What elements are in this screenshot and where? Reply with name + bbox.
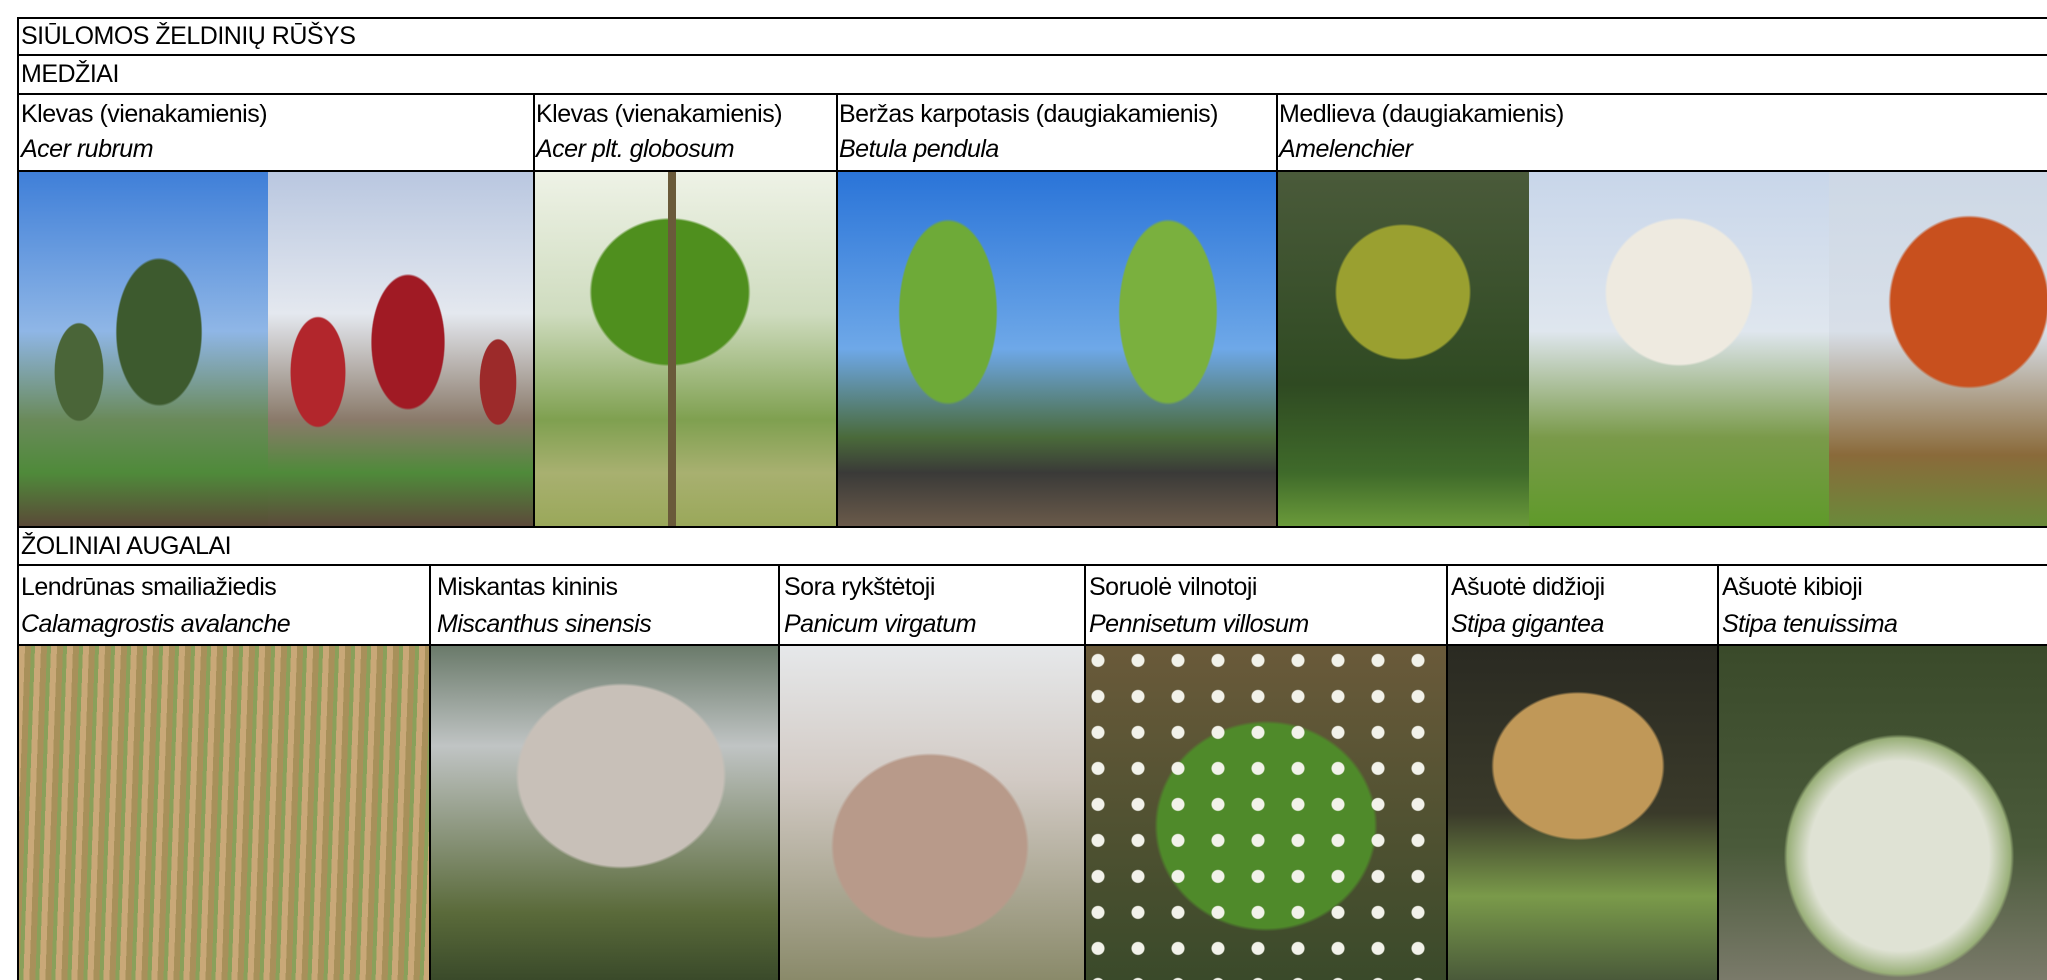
photo bbox=[535, 172, 836, 526]
rule bbox=[18, 54, 2047, 56]
rule bbox=[18, 170, 2047, 172]
section-title: ŽOLINIAI AUGALAI bbox=[21, 532, 232, 560]
photo bbox=[1448, 646, 1717, 980]
photo bbox=[1278, 172, 1529, 526]
rule bbox=[18, 526, 2047, 528]
latin-name: Pennisetum villosum bbox=[1089, 610, 1309, 638]
latin-name: Calamagrostis avalanche bbox=[21, 610, 291, 638]
rule bbox=[778, 564, 780, 980]
latin-name: Stipa tenuissima bbox=[1722, 610, 1898, 638]
photo bbox=[1529, 172, 1829, 526]
photo bbox=[19, 646, 429, 980]
rule bbox=[533, 93, 535, 527]
common-name: Miskantas kininis bbox=[437, 573, 618, 601]
photo bbox=[268, 172, 533, 526]
common-name: Ašuotė didžioji bbox=[1451, 573, 1605, 601]
common-name: Klevas (vienakamienis) bbox=[21, 100, 268, 128]
photo bbox=[19, 172, 268, 526]
rule bbox=[429, 564, 431, 980]
rule bbox=[18, 93, 2047, 95]
rule bbox=[18, 564, 2047, 566]
rule bbox=[18, 17, 2047, 19]
photo bbox=[780, 646, 1084, 980]
common-name: Soruolė vilnotoji bbox=[1089, 573, 1258, 601]
latin-name: Acer plt. globosum bbox=[536, 135, 735, 163]
latin-name: Acer rubrum bbox=[21, 135, 154, 163]
page-title: SIŪLOMOS ŽELDINIŲ RŪŠYS bbox=[21, 22, 356, 50]
rule bbox=[1084, 564, 1086, 980]
common-name: Sora rykštėtoji bbox=[784, 573, 935, 601]
section-title: MEDŽIAI bbox=[21, 60, 119, 88]
common-name: Ašuotė kibioji bbox=[1722, 573, 1863, 601]
latin-name: Miscanthus sinensis bbox=[437, 610, 652, 638]
rule bbox=[1446, 564, 1448, 980]
common-name: Klevas (vienakamienis) bbox=[536, 100, 783, 128]
photo bbox=[1086, 646, 1446, 980]
common-name: Lendrūnas smailiažiedis bbox=[21, 573, 277, 601]
common-name: Medlieva (daugiakamienis) bbox=[1279, 100, 1564, 128]
photo bbox=[838, 172, 1276, 526]
rule bbox=[836, 93, 838, 527]
latin-name: Amelenchier bbox=[1279, 135, 1413, 163]
photo bbox=[431, 646, 778, 980]
photo bbox=[1829, 172, 2047, 526]
latin-name: Betula pendula bbox=[839, 135, 999, 163]
latin-name: Stipa gigantea bbox=[1451, 610, 1604, 638]
rule bbox=[18, 644, 2047, 646]
latin-name: Panicum virgatum bbox=[784, 610, 977, 638]
common-name: Beržas karpotasis (daugiakamienis) bbox=[839, 100, 1219, 128]
rule bbox=[1717, 564, 1719, 980]
rule bbox=[1276, 93, 1278, 527]
rule bbox=[17, 17, 19, 980]
photo bbox=[1719, 646, 2047, 980]
